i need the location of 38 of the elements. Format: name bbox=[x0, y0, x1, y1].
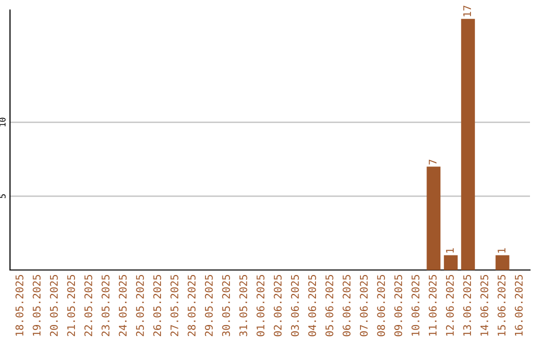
x-tick-label: 04.06.2025 bbox=[308, 275, 316, 336]
x-tick-label: 25.05.2025 bbox=[136, 275, 144, 336]
x-tick-label: 18.05.2025 bbox=[16, 275, 24, 336]
bar bbox=[426, 166, 440, 270]
data-label: 1 bbox=[446, 248, 454, 253]
x-tick-label: 31.05.2025 bbox=[239, 275, 248, 336]
x-tick-label: 19.05.2025 bbox=[32, 275, 41, 336]
x-tick-label: 06.06.2025 bbox=[342, 275, 351, 336]
x-tick-label: 03.06.2025 bbox=[291, 275, 299, 336]
data-label: 17 bbox=[463, 6, 471, 16]
x-tick-label: 29.05.2025 bbox=[204, 275, 213, 336]
bar bbox=[496, 255, 510, 270]
x-tick-label: 14.06.2025 bbox=[480, 275, 488, 336]
x-tick-label: 09.06.2025 bbox=[394, 275, 402, 336]
x-tick-label: 16.06.2025 bbox=[514, 275, 523, 336]
x-tick-label: 01.06.2025 bbox=[256, 275, 264, 336]
x-tick-label: 05.06.2025 bbox=[325, 275, 334, 336]
x-tick-label: 22.05.2025 bbox=[84, 275, 92, 336]
x-tick-label: 15.06.2025 bbox=[498, 275, 506, 336]
bar bbox=[444, 255, 458, 270]
x-tick-label: 11.06.2025 bbox=[428, 275, 437, 336]
x-tick-label: 13.06.2025 bbox=[463, 275, 472, 336]
x-tick-label: 10.06.2025 bbox=[412, 275, 420, 336]
x-tick-label: 02.06.2025 bbox=[274, 275, 282, 336]
x-tick-label: 12.06.2025 bbox=[446, 275, 454, 336]
x-tick-label: 27.05.2025 bbox=[170, 275, 178, 336]
x-tick-label: 07.06.2025 bbox=[360, 275, 368, 336]
data-label: 1 bbox=[498, 248, 506, 253]
x-tick-label: 23.05.2025 bbox=[102, 275, 110, 336]
x-tick-label: 26.05.2025 bbox=[153, 275, 162, 336]
x-tick-label: 28.05.2025 bbox=[188, 275, 196, 336]
x-tick-label: 24.05.2025 bbox=[118, 275, 127, 336]
data-label: 7 bbox=[428, 160, 436, 164]
x-tick-label: 20.05.2025 bbox=[50, 275, 58, 336]
x-tick-label: 30.05.2025 bbox=[222, 275, 230, 336]
bar bbox=[461, 18, 475, 270]
x-tick-label: 08.06.2025 bbox=[377, 275, 385, 336]
x-tick-label: 21.05.2025 bbox=[67, 275, 76, 336]
